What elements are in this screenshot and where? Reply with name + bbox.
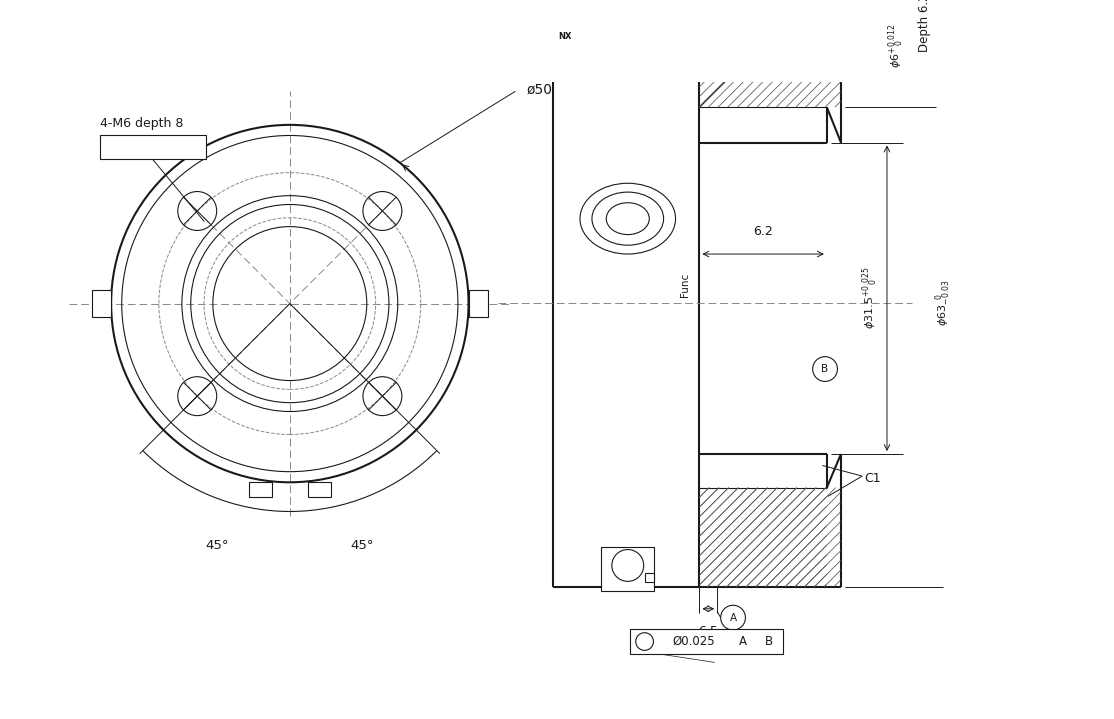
Bar: [645, 574, 654, 582]
Text: 45°: 45°: [351, 539, 374, 551]
Text: X: X: [565, 32, 571, 41]
Text: 45°: 45°: [205, 539, 229, 551]
Text: 6.2: 6.2: [753, 225, 773, 238]
Text: N: N: [558, 32, 565, 41]
Bar: [91, 290, 111, 317]
Text: B: B: [821, 364, 829, 374]
Bar: [469, 290, 488, 317]
Text: A: A: [189, 140, 197, 153]
Text: B: B: [765, 635, 773, 648]
Circle shape: [612, 549, 644, 582]
Text: $\phi$31.5$^{+0.025}_{\ \ \ \ \ 0}$: $\phi$31.5$^{+0.025}_{\ \ \ \ \ 0}$: [860, 267, 880, 329]
Ellipse shape: [592, 192, 664, 245]
Text: Ø0.025: Ø0.025: [673, 635, 715, 648]
Text: $\phi$63$^{\ \ 0}_{-0.03}$: $\phi$63$^{\ \ 0}_{-0.03}$: [934, 279, 954, 326]
Circle shape: [636, 633, 654, 651]
Text: Func: Func: [681, 273, 691, 297]
Text: A: A: [730, 613, 736, 623]
Bar: [250, 482, 272, 498]
Text: 4-M6 depth 8: 4-M6 depth 8: [99, 116, 183, 129]
Text: A: A: [739, 635, 746, 648]
Ellipse shape: [580, 183, 675, 254]
Text: 6.5: 6.5: [698, 625, 719, 638]
Text: C1: C1: [864, 472, 880, 485]
Ellipse shape: [606, 203, 649, 234]
Text: Depth 6.2: Depth 6.2: [918, 0, 931, 52]
Bar: [99, 134, 206, 160]
Text: $\phi$6$^{+0.012}_{\ \ \ 0}$: $\phi$6$^{+0.012}_{\ \ \ 0}$: [887, 23, 907, 68]
Text: ø50: ø50: [526, 83, 553, 96]
Bar: [602, 547, 654, 591]
Bar: [631, 629, 783, 654]
Bar: [307, 482, 331, 498]
Text: Ø0.1: Ø0.1: [139, 140, 167, 153]
